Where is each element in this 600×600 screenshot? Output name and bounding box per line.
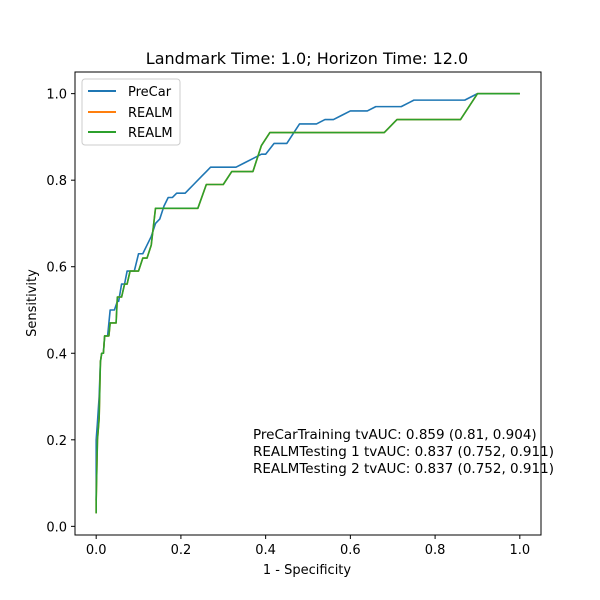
x-tick-label: 1.0 bbox=[509, 543, 530, 558]
legend-label-realm-1: REALM bbox=[128, 106, 173, 121]
x-tick-label: 0.4 bbox=[255, 543, 276, 558]
y-tick-label: 0.2 bbox=[46, 434, 67, 449]
x-axis-label: 1 - Specificity bbox=[263, 563, 352, 578]
annotation-realm-testing-1: REALMTesting 1 tvAUC: 0.837 (0.752, 0.91… bbox=[253, 444, 554, 460]
y-tick-label: 0.6 bbox=[46, 261, 67, 276]
legend-label-precar: PreCar bbox=[128, 85, 172, 100]
chart-title: Landmark Time: 1.0; Horizon Time: 12.0 bbox=[146, 49, 468, 68]
x-tick-label: 0.8 bbox=[425, 543, 446, 558]
ticks-layer: 0.0 0.2 0.4 0.6 0.8 1.0 0.0 0.2 0.4 0.6 0.8 1.0 bbox=[46, 88, 530, 558]
x-tick-label: 0.6 bbox=[340, 543, 361, 558]
y-axis-label: Sensitivity bbox=[25, 269, 40, 337]
y-tick-label: 0.8 bbox=[46, 174, 67, 189]
y-tick-label: 0.4 bbox=[46, 347, 67, 362]
x-tick-label: 0.2 bbox=[171, 543, 192, 558]
y-tick-label: 1.0 bbox=[46, 88, 67, 103]
legend-label-realm-2: REALM bbox=[128, 126, 173, 141]
annotation-realm-testing-2: REALMTesting 2 tvAUC: 0.837 (0.752, 0.91… bbox=[253, 461, 554, 477]
series-line-realm-2 bbox=[95, 92, 520, 514]
x-tick-label: 0.0 bbox=[86, 543, 107, 558]
y-tick-label: 0.0 bbox=[46, 520, 67, 535]
legend-box bbox=[81, 78, 181, 146]
annotation-precar-training: PreCarTraining tvAUC: 0.859 (0.81, 0.904… bbox=[253, 427, 537, 443]
series-line-precar-0 bbox=[95, 92, 520, 501]
plot-frame bbox=[74, 71, 542, 536]
auc-annotations: PreCarTraining tvAUC: 0.859 (0.81, 0.904… bbox=[253, 427, 554, 477]
series-layer bbox=[95, 92, 520, 514]
legend: PreCar REALM REALM bbox=[81, 78, 181, 146]
